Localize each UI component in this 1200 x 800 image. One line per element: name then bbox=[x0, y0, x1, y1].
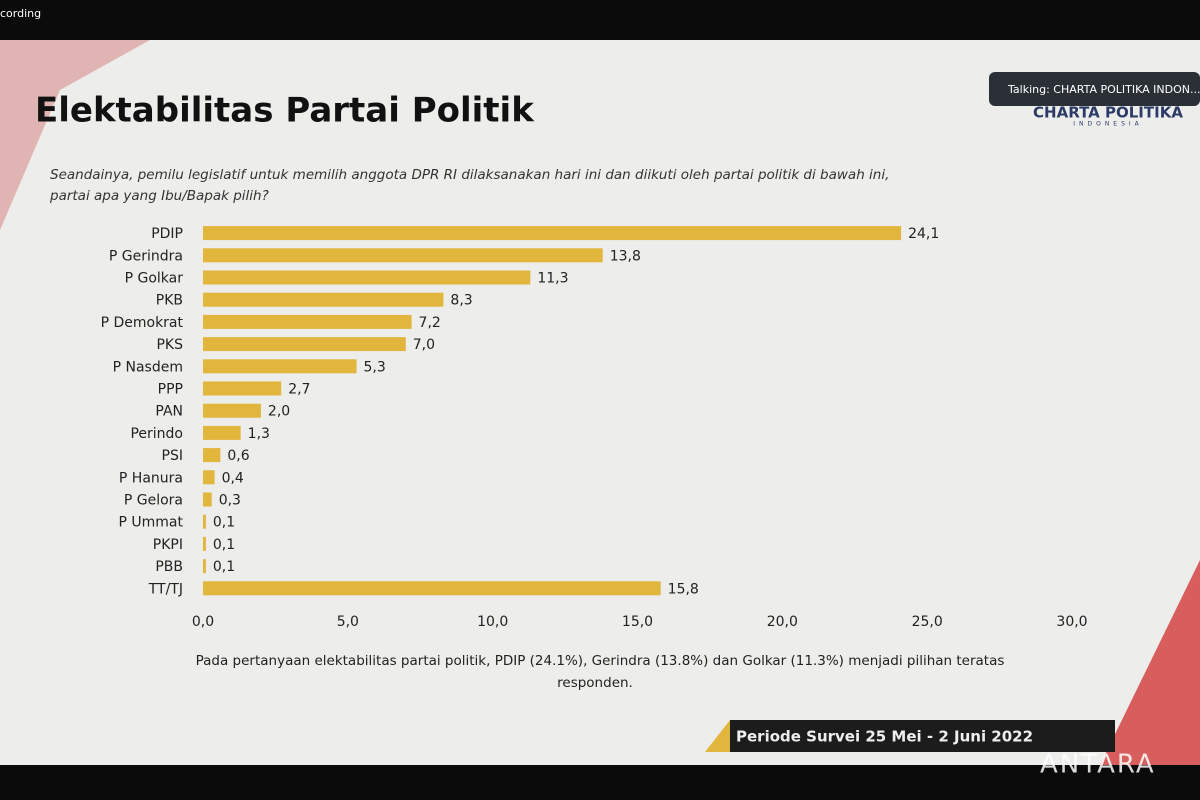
value-label: 15,8 bbox=[668, 581, 699, 597]
plot: 0,0 5,0 10,0 15,0 20,0 25,0 30,0 PDIP 24,1 P Geri… bbox=[101, 226, 1088, 630]
logo-sub: INDONESIA bbox=[1073, 121, 1143, 128]
chart-title: Elektabilitas Partai Politik bbox=[35, 91, 535, 131]
bar bbox=[203, 514, 206, 529]
value-label: 11,3 bbox=[537, 271, 568, 287]
bar bbox=[203, 581, 661, 596]
value-label: 0,6 bbox=[227, 448, 249, 464]
value-label: 0,4 bbox=[222, 470, 244, 486]
logo: CHARTA POLITIKA bbox=[1033, 104, 1183, 122]
bar bbox=[203, 248, 603, 263]
y-tick-label: P Golkar bbox=[125, 271, 184, 287]
y-tick-label: PDIP bbox=[151, 226, 183, 242]
bar bbox=[203, 292, 444, 307]
bar bbox=[203, 270, 531, 285]
x-tick-label: 20,0 bbox=[767, 614, 798, 630]
value-label: 0,1 bbox=[213, 515, 235, 531]
bar bbox=[203, 559, 206, 574]
value-label: 2,7 bbox=[288, 382, 310, 398]
decor-swoosh bbox=[0, 40, 150, 230]
watermark: ANTARA bbox=[1040, 750, 1156, 780]
bar bbox=[203, 536, 206, 551]
period-badge bbox=[730, 720, 1115, 752]
top-bar bbox=[0, 0, 1200, 40]
y-tick-label: Perindo bbox=[130, 426, 183, 442]
value-label: 7,0 bbox=[413, 337, 435, 353]
y-tick-label: PBB bbox=[155, 559, 183, 575]
y-tick-label: TT/TJ bbox=[148, 581, 183, 597]
value-label: 0,3 bbox=[219, 493, 241, 509]
value-label: 8,3 bbox=[450, 293, 472, 309]
y-tick-label: P Ummat bbox=[119, 515, 184, 531]
y-tick-label: PKS bbox=[156, 337, 183, 353]
subtitle: partai apa yang Ibu/Bapak pilih? bbox=[49, 188, 269, 204]
value-label: 1,3 bbox=[248, 426, 270, 442]
bar bbox=[203, 337, 406, 352]
value-label: 5,3 bbox=[364, 359, 386, 375]
x-tick-label: 25,0 bbox=[912, 614, 943, 630]
y-tick-label: PAN bbox=[155, 404, 183, 420]
bar bbox=[203, 403, 261, 418]
value-label: 7,2 bbox=[419, 315, 441, 331]
bar bbox=[203, 314, 412, 329]
y-tick-label: PKPI bbox=[153, 537, 183, 553]
x-tick-label: 30,0 bbox=[1056, 614, 1087, 630]
bar bbox=[203, 226, 902, 241]
note: Pada pertanyaan elektabilitas partai pol… bbox=[196, 653, 1005, 669]
value-label: 13,8 bbox=[610, 248, 641, 264]
speaker-label: Talking: CHARTA POLITIKA INDON... bbox=[1007, 83, 1200, 96]
bar bbox=[203, 492, 212, 507]
y-tick-label: P Gelora bbox=[124, 493, 183, 509]
value-label: 2,0 bbox=[268, 404, 290, 420]
speaker-badge bbox=[989, 72, 1200, 106]
note: responden. bbox=[557, 675, 633, 691]
y-tick-label: P Nasdem bbox=[113, 359, 183, 375]
bar bbox=[203, 425, 241, 440]
slide bbox=[0, 40, 1200, 765]
recording-label: cording bbox=[0, 7, 41, 20]
bar bbox=[203, 448, 221, 463]
x-tick-label: 0,0 bbox=[192, 614, 214, 630]
value-label: 0,1 bbox=[213, 559, 235, 575]
y-tick-label: P Hanura bbox=[119, 470, 183, 486]
bar bbox=[203, 470, 215, 485]
bottom-bar bbox=[0, 765, 1200, 800]
y-tick-label: P Demokrat bbox=[101, 315, 184, 331]
bar bbox=[203, 381, 282, 396]
y-tick-label: PSI bbox=[162, 448, 183, 464]
period-label: Periode Survei 25 Mei - 2 Juni 2022 bbox=[736, 728, 1033, 746]
y-tick-label: PKB bbox=[156, 293, 183, 309]
bar bbox=[203, 359, 357, 374]
subtitle: Seandainya, pemilu legislatif untuk memi… bbox=[50, 167, 889, 183]
y-tick-label: PPP bbox=[158, 382, 183, 398]
y-tick-label: P Gerindra bbox=[109, 248, 183, 264]
value-label: 0,1 bbox=[213, 537, 235, 553]
x-tick-label: 15,0 bbox=[622, 614, 653, 630]
value-label: 24,1 bbox=[908, 226, 939, 242]
decor-triangle bbox=[1100, 560, 1200, 765]
x-tick-label: 10,0 bbox=[477, 614, 508, 630]
period-accent bbox=[705, 720, 730, 752]
x-tick-label: 5,0 bbox=[337, 614, 359, 630]
